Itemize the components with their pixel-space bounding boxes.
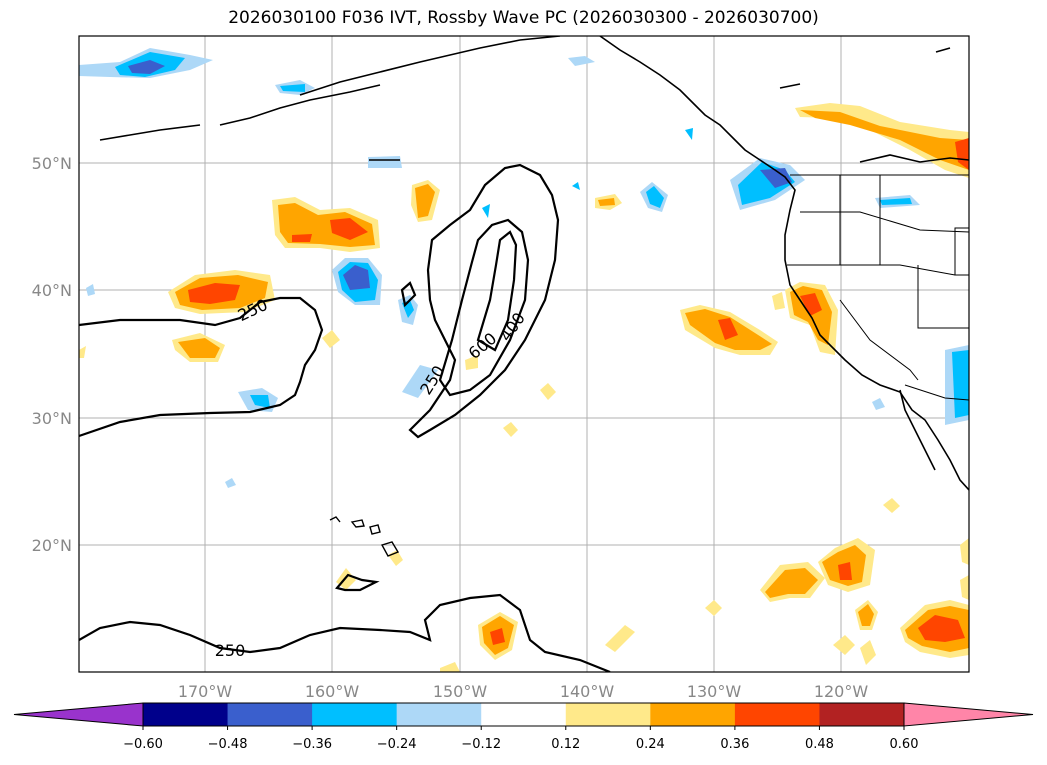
colorbar-segment [227,703,313,726]
colorbar-frame [142,702,905,727]
lon-tick-label: 170°W [178,682,233,701]
lon-tick-label: 120°W [814,682,869,701]
colorbar: −0.60 −0.48 −0.36 −0.24 −0.12 0.12 0.24 0.36 0.4… [13,702,1034,752]
contour-label: 250 [215,641,246,660]
colorbar-tick-label: −0.24 [377,737,417,752]
colorbar-segment [312,703,398,726]
colorbar-tick-label: −0.48 [208,737,248,752]
lat-tick-label: 30°N [32,409,72,428]
colorbar-segment [143,703,229,726]
lon-tick-label: 150°W [433,682,488,701]
colorbar-segment [396,703,482,726]
lat-tick-label: 50°N [32,154,72,173]
colorbar-tick-label: 0.24 [636,737,665,752]
map-title: 2026030100 F036 IVT, Rossby Wave PC (202… [228,8,819,28]
lat-tick-label: 40°N [32,281,72,300]
lon-tick-label: 160°W [305,682,360,701]
colorbar-tick-label: 0.36 [720,737,749,752]
colorbar-tick-label: 0.12 [551,737,580,752]
colorbar-extend-min [13,702,144,727]
hawaiian-islands [329,516,400,557]
map-frame [78,35,970,673]
colorbar-segment [565,703,651,726]
colorbar-segment [734,703,820,726]
latitude-labels: 50°N 40°N 30°N 20°N [32,154,72,555]
colorbar-tick-label: 0.48 [805,737,834,752]
ivt-contours [79,163,611,672]
colorbar-segment [481,703,567,726]
coastlines [99,36,969,491]
lon-tick-label: 130°W [687,682,742,701]
lat-tick-label: 20°N [32,536,72,555]
colorbar-tick-label: −0.60 [123,737,163,752]
colorbar-extend-max [903,702,1034,727]
colorbar-tick-label: −0.12 [461,737,501,752]
colorbar-tick-label: 0.60 [890,737,919,752]
longitude-labels: 170°W 160°W 150°W 140°W 130°W 120°W [178,682,869,701]
political-boundaries [787,174,969,401]
negative-anomaly-patches [79,48,969,488]
lon-tick-label: 140°W [560,682,615,701]
colorbar-tick-label: −0.36 [292,737,332,752]
colorbar-segment [819,703,905,726]
colorbar-segment [650,703,736,726]
